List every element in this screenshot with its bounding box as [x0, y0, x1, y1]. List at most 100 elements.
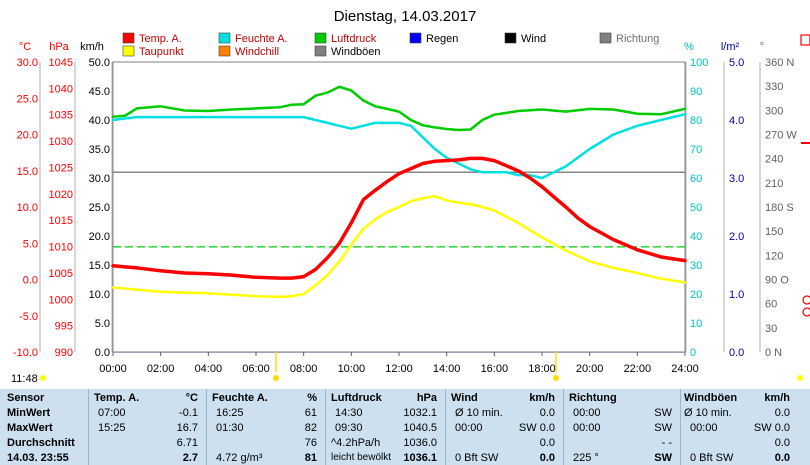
- stats-divider: [206, 389, 207, 465]
- axis-tick-label: 10.0: [89, 289, 110, 301]
- axis-tick-label: 995: [55, 321, 73, 333]
- legend-label: Luftdruck: [331, 33, 377, 45]
- stats-time: 14:30: [335, 407, 363, 419]
- stats-current-value: 1036.1: [403, 452, 437, 464]
- stats-divider: [445, 389, 446, 465]
- axis-tick-label: 100: [690, 57, 708, 69]
- axis-tick-label: 35.0: [89, 144, 110, 156]
- stats-value: 6.71: [176, 437, 198, 449]
- axis-tick-label: 1035: [49, 110, 73, 122]
- stats-time: 00:00: [573, 422, 601, 434]
- stats-current-value: 0.0: [774, 452, 790, 464]
- axis-tick-label: 1030: [49, 136, 73, 148]
- legend-label: Regen: [426, 33, 458, 45]
- stats-value: SW 0.0: [753, 422, 790, 434]
- stats-value: 61: [304, 407, 317, 419]
- axis-tick-label: 80: [690, 115, 702, 127]
- axis-tick-label: 5.0: [729, 57, 744, 69]
- chart-title: Dienstag, 14.03.2017: [334, 8, 477, 25]
- axis-tick-label: 1040: [49, 83, 73, 95]
- sunrise-marker: [273, 375, 279, 381]
- legend-label: Temp. A.: [139, 33, 182, 45]
- stats-value: SW: [654, 422, 672, 434]
- stats-col-feuchte: Feuchte A. % 16:25 61 01:30 82 76 4.72 g…: [206, 389, 325, 465]
- axis-tick-label: 25.0: [17, 93, 38, 105]
- stats-unit: km/h: [529, 392, 555, 404]
- axis-tick-label: -10.0: [13, 347, 38, 359]
- legend-swatch: [314, 32, 327, 44]
- stats-row-label: 14.03. 23:55: [7, 452, 69, 464]
- stats-value: - -: [661, 437, 672, 449]
- stats-unit: km/h: [764, 392, 790, 404]
- stats-time: 00:00: [573, 407, 601, 419]
- axis-tick-label: 20.0: [89, 231, 110, 243]
- stats-time: 0 Bft SW: [455, 452, 499, 464]
- axis-tick-label: 30: [690, 260, 702, 272]
- stats-current-value: 2.7: [182, 452, 198, 464]
- legend-swatch: [218, 45, 231, 57]
- x-tick-label: 12:00: [385, 363, 413, 375]
- stats-value: 1036.0: [403, 437, 437, 449]
- axis-tick-label: 45.0: [89, 86, 110, 98]
- stats-current-value: 0.0: [539, 452, 555, 464]
- stats-row-label: Durchschnitt: [7, 437, 75, 449]
- statistics-table: Sensor MinWert MaxWert Durchschnitt 14.0…: [0, 389, 810, 465]
- legend-swatch: [122, 45, 135, 57]
- marker-dot: [40, 375, 46, 381]
- x-tick-label: 06:00: [242, 363, 270, 375]
- stats-time: 225 °: [573, 452, 599, 464]
- axis-tick-label: 60: [765, 299, 777, 311]
- stats-forecast: leicht bewölkt: [331, 452, 392, 463]
- direction-marker-icon: [802, 307, 810, 317]
- series-line-luftdruck: [111, 85, 687, 132]
- legend-swatch: [218, 32, 231, 44]
- stats-value: 82: [304, 422, 317, 434]
- stats-time: 4.72 g/m³: [216, 452, 263, 464]
- stats-current-value: SW: [654, 452, 672, 464]
- current-time-label: 11:48: [11, 373, 38, 385]
- stats-current-value: 81: [304, 452, 317, 464]
- stats-divider: [680, 389, 681, 465]
- axis-tick-label: 15.0: [17, 166, 38, 178]
- axis-tick-label: 30.0: [17, 57, 38, 69]
- stats-time: Ø 10 min.: [455, 407, 503, 419]
- stats-value: 0.0: [539, 407, 555, 419]
- sunset-marker: [553, 375, 559, 381]
- axis-tick-label: 20.0: [17, 130, 38, 142]
- stats-col-luftdruck: Luftdruck hPa 14:30 1032.1 09:30 1040.5 …: [325, 389, 445, 465]
- axis-tick-label: 1005: [49, 268, 73, 280]
- stats-value: -0.1: [179, 407, 198, 419]
- stats-header: Windböen: [684, 392, 738, 404]
- axis-unit-label: °C: [19, 41, 31, 53]
- axis-unit-label: %: [684, 41, 694, 53]
- legend-swatch: [314, 45, 327, 57]
- direction-marker-icon: [800, 34, 810, 46]
- x-tick-label: 10:00: [338, 363, 366, 375]
- x-tick-label: 04:00: [195, 363, 223, 375]
- stats-value: 76: [304, 437, 317, 449]
- axis-tick-label: 120: [765, 250, 783, 262]
- legend-label: Taupunkt: [139, 46, 184, 58]
- x-tick-label: 20:00: [576, 363, 604, 375]
- stats-divider: [563, 389, 564, 465]
- stats-time: 00:00: [455, 422, 483, 434]
- axis-tick-label: 240: [765, 154, 783, 166]
- stats-col-temp: Temp. A. °C 07:00 -0.1 15:25 16.7 6.71 2…: [88, 389, 206, 465]
- stats-time: 15:25: [98, 422, 126, 434]
- legend-label: Windböen: [331, 46, 381, 58]
- x-tick-label: 00:00: [99, 363, 127, 375]
- stats-unit: %: [307, 392, 317, 404]
- stats-value: 0.0: [774, 437, 790, 449]
- axis-tick-label: 0.0: [729, 347, 744, 359]
- axis-tick-label: 0 N: [765, 347, 782, 359]
- legend-swatch: [504, 32, 517, 44]
- marker-dot: [797, 375, 803, 381]
- axis-tick-label: 330: [765, 81, 783, 93]
- x-tick-label: 02:00: [147, 363, 175, 375]
- x-tick-label: 22:00: [624, 363, 652, 375]
- stats-time: 0 Bft SW: [690, 452, 734, 464]
- stats-unit: °C: [185, 392, 198, 404]
- stats-value: 0.0: [539, 437, 555, 449]
- axis-unit-label: hPa: [49, 41, 69, 53]
- stats-time: 09:30: [335, 422, 363, 434]
